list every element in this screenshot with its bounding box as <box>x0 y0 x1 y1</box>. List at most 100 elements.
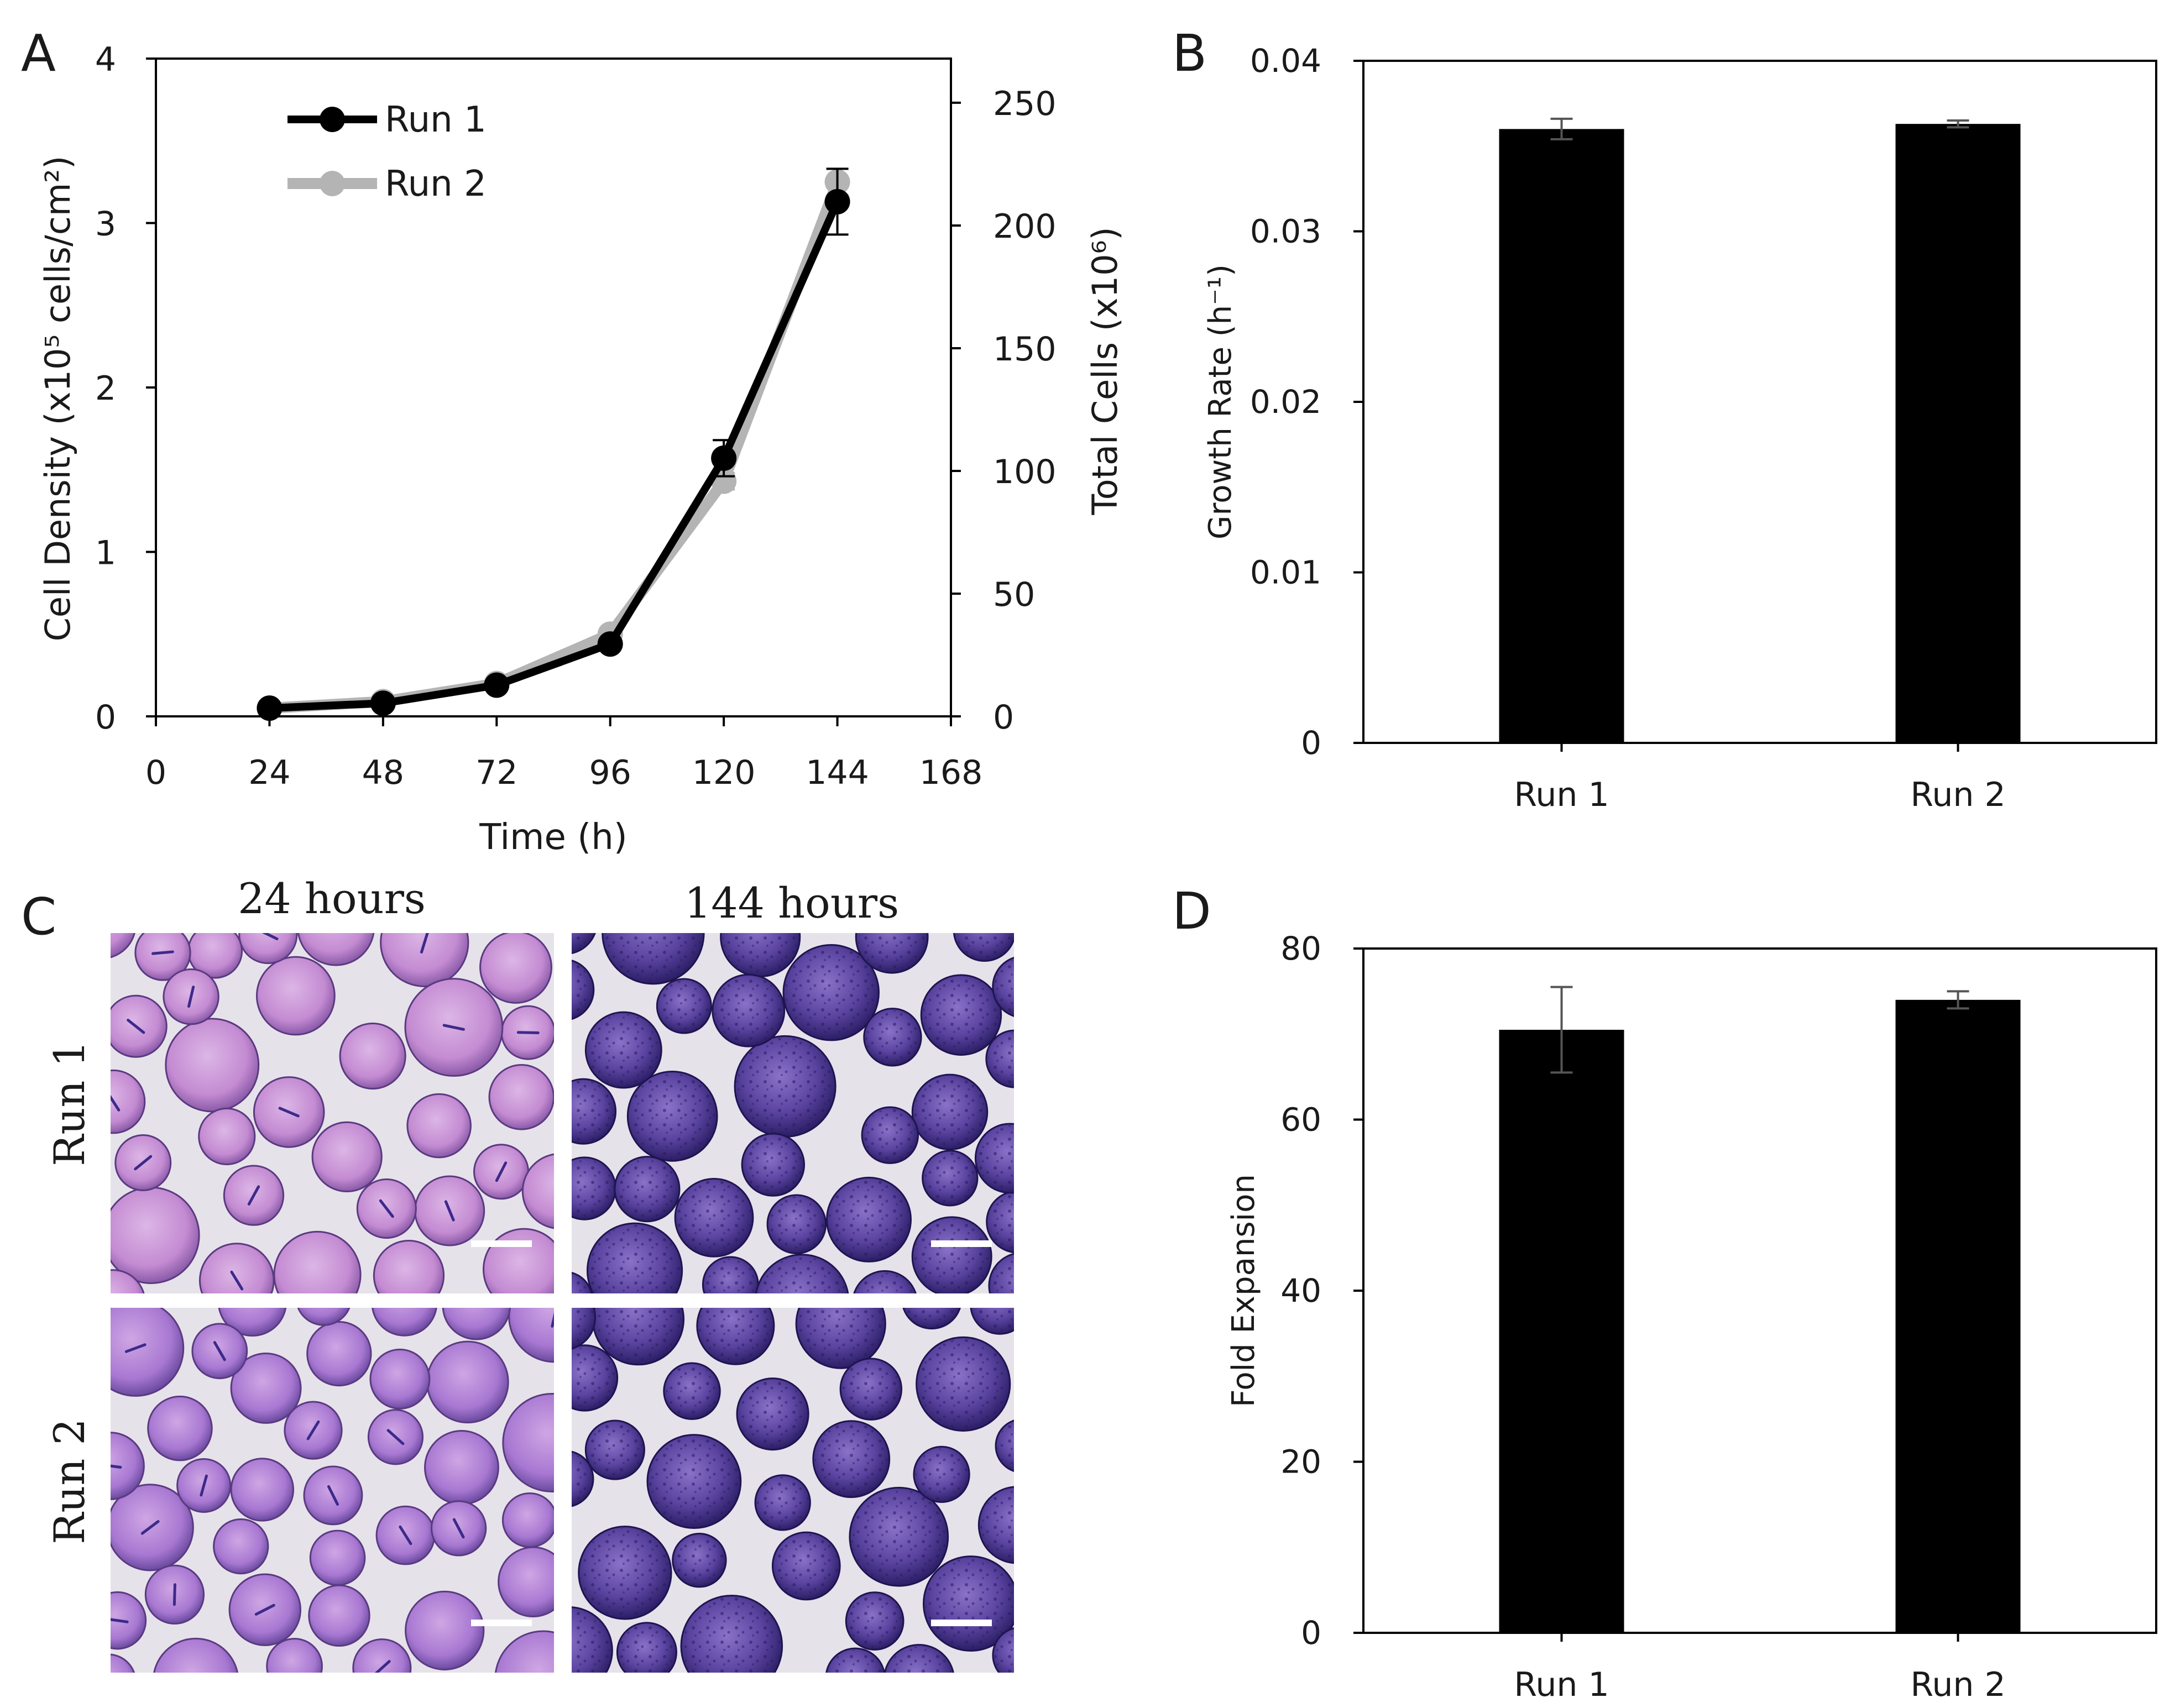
bead-cells <box>828 1179 909 1260</box>
bead-cells <box>997 1422 1014 1470</box>
x-tick-label: 24 <box>248 753 290 792</box>
x-tick-label: Run 1 <box>1514 776 1609 814</box>
bead <box>198 1107 256 1166</box>
bar <box>1895 124 2021 743</box>
x-tick-label: Run 1 <box>1514 1665 1609 1704</box>
bead <box>111 1069 146 1134</box>
panel-letter-c: C <box>21 887 56 946</box>
attached-cell <box>386 1429 405 1445</box>
attached-cell <box>230 1270 244 1291</box>
bead <box>369 1348 431 1410</box>
attached-cell <box>111 1618 129 1623</box>
series-line <box>269 200 841 712</box>
bead-cells <box>572 1609 611 1673</box>
bead-cells <box>980 1488 1014 1562</box>
bead-cells <box>704 1259 757 1293</box>
data-point <box>257 695 283 721</box>
y-tick-label: 1 <box>95 534 116 573</box>
bead-cells <box>864 1108 917 1162</box>
y-tick-label: 80 <box>1280 930 1321 967</box>
bead-cells <box>865 1010 920 1064</box>
data-point <box>370 690 396 716</box>
bead <box>255 956 336 1036</box>
bead-cells <box>604 933 703 982</box>
bead-cells <box>973 1308 1014 1333</box>
attached-cell <box>306 1420 320 1440</box>
y-tick-label: 2 <box>95 369 116 408</box>
y-tick-label: 40 <box>1280 1272 1321 1309</box>
y-tick-label: 3 <box>95 205 116 244</box>
bead-cells <box>677 1180 751 1255</box>
bead <box>426 1340 509 1424</box>
y-axis-label: Cell Density (x10⁵ cells/cm²) <box>38 156 78 642</box>
y2-tick-label: 150 <box>993 330 1057 369</box>
col-header-24h: 24 hours <box>238 874 426 923</box>
bead <box>442 1308 511 1340</box>
bead-cells <box>683 1597 781 1673</box>
y-tick-label: 0 <box>95 698 116 737</box>
series-run-2 <box>257 167 850 721</box>
legend-marker <box>320 171 345 196</box>
y-tick-label: 4 <box>95 40 116 79</box>
bead-cells <box>914 1076 986 1148</box>
bead <box>297 933 375 966</box>
bead-group <box>111 933 554 1293</box>
x-tick-label: 96 <box>589 753 631 792</box>
bead <box>405 1590 485 1670</box>
bead <box>380 933 469 987</box>
bead <box>308 1584 370 1647</box>
bead <box>311 1121 383 1193</box>
bead-cells <box>572 933 594 952</box>
bead-cells <box>988 1193 1014 1251</box>
attached-cell <box>399 1525 412 1545</box>
plot-frame <box>1362 947 2157 1634</box>
data-point <box>824 188 850 214</box>
bead <box>479 933 552 1004</box>
row-label-run2: Run 2 <box>45 1418 94 1544</box>
bead <box>424 1430 499 1505</box>
bead <box>111 994 168 1058</box>
bead-cells <box>674 1535 725 1585</box>
bead-cells <box>923 976 1000 1054</box>
bead-cells <box>616 1158 678 1220</box>
attached-cell <box>100 1676 117 1688</box>
micrograph-panel: 24 hours 144 hours Run 1 Run 2 <box>45 874 1014 1688</box>
attached-cell <box>254 1604 275 1616</box>
attached-cell <box>452 1518 465 1539</box>
bead <box>238 933 298 965</box>
chart-d: 0 20 40 60 80 Run 1 Run 2 Fold Expansion <box>1226 930 2157 1704</box>
bar <box>1499 1030 1624 1633</box>
bead <box>134 933 191 981</box>
bead <box>111 1653 135 1673</box>
bead <box>488 1064 554 1130</box>
bead <box>230 1458 295 1522</box>
bead <box>111 1591 147 1650</box>
bead <box>111 1432 145 1500</box>
bead-cells <box>572 1081 614 1143</box>
attached-cell <box>124 1343 147 1353</box>
x-tick-label: Run 2 <box>1910 1665 2005 1704</box>
x-tick-label: 72 <box>475 753 517 792</box>
bead-group <box>572 1308 1014 1673</box>
attached-cell <box>200 1474 208 1497</box>
bead-cells <box>848 1594 902 1648</box>
y-tick-label: 0.01 <box>1250 554 1321 591</box>
bead-cells <box>572 1274 590 1293</box>
y2-tick-label: 50 <box>993 575 1035 614</box>
y2-tick-label: 200 <box>993 207 1057 246</box>
bar <box>1895 999 2021 1633</box>
attached-cell <box>495 1161 508 1182</box>
bead <box>352 1638 412 1673</box>
attached-cell <box>134 1155 153 1171</box>
y-tick-label: 0.03 <box>1250 213 1321 250</box>
attached-cell <box>111 1464 122 1469</box>
bead-cells <box>587 1422 643 1478</box>
plot-frame <box>1362 60 2157 744</box>
y2-tick-label: 100 <box>993 453 1057 491</box>
attached-cell <box>213 1341 226 1361</box>
bead-cells <box>722 933 798 975</box>
x-axis-label: Time (h) <box>479 817 627 858</box>
bead-cells <box>977 1125 1014 1192</box>
bead-cells <box>757 1476 809 1529</box>
